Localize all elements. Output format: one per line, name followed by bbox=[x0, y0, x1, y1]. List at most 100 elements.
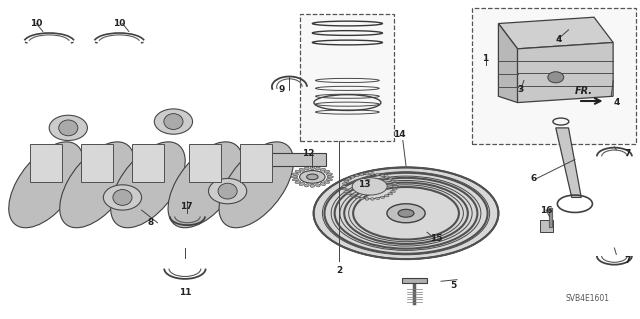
Text: SVB4E1601: SVB4E1601 bbox=[565, 294, 609, 303]
Ellipse shape bbox=[351, 176, 355, 178]
Text: 6: 6 bbox=[531, 174, 536, 183]
Text: 3: 3 bbox=[518, 85, 524, 94]
Polygon shape bbox=[499, 17, 613, 49]
Ellipse shape bbox=[371, 173, 374, 175]
Ellipse shape bbox=[548, 72, 564, 83]
Ellipse shape bbox=[365, 173, 369, 175]
Ellipse shape bbox=[305, 167, 309, 170]
Ellipse shape bbox=[326, 173, 332, 175]
Ellipse shape bbox=[295, 170, 301, 173]
Ellipse shape bbox=[342, 185, 347, 187]
Ellipse shape bbox=[316, 184, 320, 187]
Text: 10: 10 bbox=[113, 19, 125, 28]
Ellipse shape bbox=[387, 204, 425, 223]
Ellipse shape bbox=[300, 171, 325, 183]
Ellipse shape bbox=[371, 198, 374, 200]
Ellipse shape bbox=[316, 167, 320, 170]
Ellipse shape bbox=[352, 178, 387, 195]
Polygon shape bbox=[556, 128, 581, 197]
Text: 8: 8 bbox=[148, 218, 154, 227]
Text: 7: 7 bbox=[625, 149, 631, 158]
Text: 2: 2 bbox=[336, 266, 342, 275]
Ellipse shape bbox=[320, 182, 326, 185]
Ellipse shape bbox=[164, 114, 183, 130]
Text: 1: 1 bbox=[483, 54, 489, 63]
Ellipse shape bbox=[393, 185, 397, 187]
Ellipse shape bbox=[355, 196, 359, 198]
Bar bbox=[30, 144, 62, 182]
Ellipse shape bbox=[347, 178, 351, 180]
Ellipse shape bbox=[111, 142, 185, 228]
Ellipse shape bbox=[385, 176, 389, 178]
Ellipse shape bbox=[295, 181, 301, 183]
Ellipse shape bbox=[300, 168, 305, 171]
Ellipse shape bbox=[390, 190, 396, 193]
Ellipse shape bbox=[168, 142, 243, 228]
Ellipse shape bbox=[388, 178, 393, 180]
Bar bbox=[132, 144, 164, 182]
Ellipse shape bbox=[392, 183, 397, 185]
Ellipse shape bbox=[326, 178, 332, 181]
FancyBboxPatch shape bbox=[300, 14, 394, 141]
Text: 5: 5 bbox=[451, 281, 457, 291]
Text: 7: 7 bbox=[625, 256, 631, 265]
Ellipse shape bbox=[305, 184, 309, 187]
Ellipse shape bbox=[59, 120, 78, 136]
Ellipse shape bbox=[292, 178, 298, 181]
Ellipse shape bbox=[360, 173, 364, 175]
Text: 14: 14 bbox=[394, 130, 406, 139]
Ellipse shape bbox=[310, 184, 315, 187]
Ellipse shape bbox=[342, 188, 348, 190]
Ellipse shape bbox=[307, 174, 318, 180]
Text: 15: 15 bbox=[429, 234, 442, 243]
Ellipse shape bbox=[49, 115, 88, 141]
Ellipse shape bbox=[342, 183, 348, 185]
Ellipse shape bbox=[320, 168, 326, 171]
Ellipse shape bbox=[113, 189, 132, 205]
Bar bbox=[189, 144, 221, 182]
Text: 4: 4 bbox=[613, 98, 620, 107]
Ellipse shape bbox=[344, 190, 349, 193]
Polygon shape bbox=[518, 42, 613, 103]
Ellipse shape bbox=[218, 183, 237, 199]
Ellipse shape bbox=[327, 176, 333, 178]
Ellipse shape bbox=[351, 195, 355, 197]
Text: 4: 4 bbox=[556, 35, 562, 44]
Ellipse shape bbox=[60, 142, 134, 228]
Bar bbox=[256, 153, 326, 166]
Bar bbox=[81, 144, 113, 182]
Ellipse shape bbox=[376, 173, 380, 175]
Ellipse shape bbox=[380, 174, 385, 177]
Ellipse shape bbox=[380, 196, 385, 198]
Text: 10: 10 bbox=[30, 19, 42, 28]
Polygon shape bbox=[499, 24, 518, 103]
Ellipse shape bbox=[355, 174, 359, 177]
Ellipse shape bbox=[392, 188, 397, 190]
Polygon shape bbox=[401, 278, 427, 283]
Ellipse shape bbox=[344, 180, 349, 182]
Ellipse shape bbox=[9, 142, 83, 228]
Ellipse shape bbox=[103, 185, 141, 210]
Ellipse shape bbox=[365, 198, 369, 200]
Ellipse shape bbox=[324, 170, 330, 173]
Ellipse shape bbox=[388, 193, 393, 195]
Ellipse shape bbox=[292, 173, 298, 175]
Bar bbox=[241, 144, 272, 182]
Ellipse shape bbox=[310, 167, 315, 170]
Ellipse shape bbox=[398, 209, 414, 217]
Ellipse shape bbox=[209, 178, 246, 204]
FancyBboxPatch shape bbox=[472, 8, 636, 144]
Ellipse shape bbox=[385, 195, 389, 197]
Ellipse shape bbox=[314, 167, 499, 259]
Text: 11: 11 bbox=[179, 288, 191, 297]
Ellipse shape bbox=[300, 182, 305, 185]
Text: FR.: FR. bbox=[575, 86, 593, 96]
Ellipse shape bbox=[390, 180, 396, 182]
Ellipse shape bbox=[324, 181, 330, 183]
Ellipse shape bbox=[360, 197, 364, 200]
Text: 17: 17 bbox=[180, 203, 193, 211]
Text: 12: 12 bbox=[302, 149, 315, 158]
Ellipse shape bbox=[376, 197, 380, 200]
Bar bbox=[540, 219, 552, 232]
Ellipse shape bbox=[291, 176, 298, 178]
